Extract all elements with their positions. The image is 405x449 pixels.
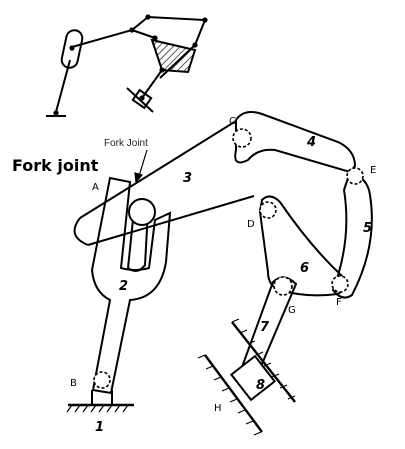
joint-d-pin — [259, 201, 277, 219]
schematic-thumbnail — [46, 15, 207, 117]
joint-label-f: F — [336, 297, 342, 308]
link-5-body — [331, 170, 373, 299]
callout-arrow — [134, 149, 148, 184]
thumb-rod — [55, 59, 71, 113]
slider-guide — [197, 318, 296, 436]
joint-label-d: D — [247, 219, 255, 230]
link-label-5: 5 — [363, 221, 372, 236]
thumb-slider — [131, 88, 153, 110]
thumb-slider-base — [126, 87, 154, 113]
joint-label-e: E — [370, 165, 376, 176]
fork-pin — [128, 198, 156, 226]
thumb-pin-dots — [53, 14, 208, 116]
link-label-4: 4 — [306, 135, 316, 150]
joint-label-b: B — [70, 378, 77, 389]
joint-c-pin — [232, 128, 252, 148]
joint-label-h: H — [214, 403, 222, 414]
callout-label: Fork Joint — [104, 138, 148, 149]
link-label-8: 8 — [256, 378, 265, 393]
diagram-heading: Fork joint — [12, 156, 99, 175]
joint-f-pin — [331, 275, 349, 293]
joint-label-c: C — [229, 116, 236, 127]
thumb-ternary-link — [150, 38, 197, 74]
link-label-6: 6 — [300, 261, 309, 276]
joint-label-g: G — [288, 305, 296, 316]
link-label-1: 1 — [95, 420, 104, 435]
slider-block-8 — [229, 354, 277, 402]
link-label-2: 2 — [119, 279, 128, 294]
joint-e-pin — [346, 167, 364, 185]
link-label-3: 3 — [183, 171, 192, 186]
thumb-link-mid — [131, 29, 156, 39]
joint-label-a: A — [92, 182, 99, 193]
link-label-7: 7 — [260, 320, 270, 335]
ground-b — [66, 390, 134, 413]
joint-g-pin — [273, 276, 293, 296]
joint-b-pin — [93, 371, 111, 389]
link-4-body — [234, 111, 357, 174]
